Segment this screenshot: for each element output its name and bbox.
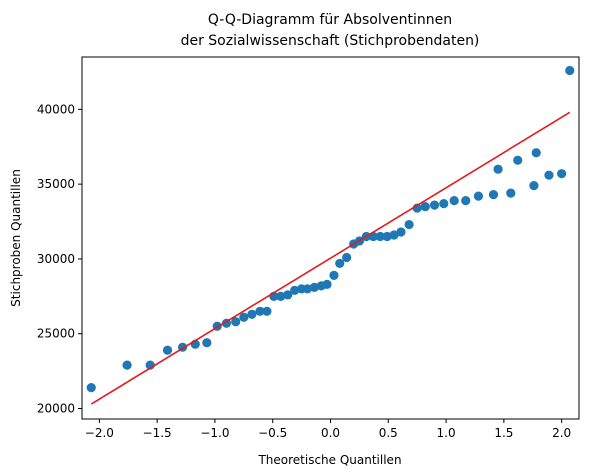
data-point-31 [375, 231, 385, 242]
data-point-13 [255, 306, 265, 316]
y-axis-label: Stichproben Quantillen [9, 169, 23, 307]
x-axis-label: Theoretische Quantillen [257, 453, 401, 467]
x-tick-label-7: 1.0 [437, 426, 456, 440]
data-point-45 [529, 181, 539, 191]
data-point-47 [557, 169, 567, 179]
chart-title-line2: der Sozialwissenschaft (Stichprobendaten… [181, 33, 480, 49]
data-point-4 [162, 345, 173, 355]
data-point-1 [86, 382, 96, 393]
data-point-37 [420, 201, 430, 212]
data-point-10 [231, 317, 241, 327]
data-point-40 [449, 196, 459, 206]
chart-title-line1: Q-Q-Diagramm für Absolventinnen [208, 12, 452, 28]
y-tick-label-3: 30000 [37, 252, 75, 266]
x-axis: −2.0 −1.5 −1.0 −0.5 0.0 0.5 1.0 1.5 2.0 [85, 419, 571, 440]
y-tick-label-5: 40000 [37, 102, 75, 116]
x-tick-label-2: −1.5 [143, 426, 172, 440]
x-tick-label-6: 0.5 [379, 426, 398, 440]
data-point-50 [531, 148, 541, 158]
data-point-23 [322, 279, 332, 289]
data-point-16 [276, 291, 286, 301]
data-point-21 [309, 282, 319, 292]
data-point-11 [239, 312, 249, 322]
data-point-36 [412, 203, 422, 213]
data-point-49 [513, 155, 523, 165]
reference-line [90, 111, 571, 405]
data-point-20 [302, 284, 312, 294]
y-tick-label-1: 20000 [37, 402, 75, 416]
data-point-51 [565, 65, 575, 76]
data-point-26 [342, 252, 352, 263]
x-tick-label-9: 2.0 [552, 426, 571, 440]
y-tick-label-2: 25000 [37, 327, 75, 341]
data-point-12 [247, 309, 257, 319]
x-tick-label-1: −2.0 [85, 426, 114, 440]
x-tick-label-8: 1.5 [494, 426, 513, 440]
data-point-46 [544, 170, 554, 180]
x-tick-label-5: 0.0 [321, 426, 340, 440]
data-point-43 [488, 190, 499, 200]
data-point-41 [461, 196, 471, 206]
data-point-17 [283, 290, 293, 300]
data-point-32 [382, 231, 392, 242]
data-point-18 [290, 285, 300, 295]
data-point-39 [439, 199, 449, 209]
data-point-44 [506, 188, 516, 198]
data-point-33 [389, 230, 399, 240]
x-tick-label-3: −1.0 [200, 426, 229, 440]
y-tick-label-4: 35000 [37, 177, 75, 191]
plot-area [86, 65, 575, 405]
data-point-35 [404, 219, 414, 230]
x-tick-label-4: −0.5 [258, 426, 287, 440]
data-point-48 [493, 164, 503, 174]
data-point-2 [122, 360, 132, 370]
data-point-38 [429, 200, 440, 210]
y-axis: 20000 25000 30000 35000 40000 [37, 102, 82, 416]
data-point-34 [396, 227, 406, 237]
data-point-25 [335, 258, 345, 269]
data-point-14 [262, 306, 272, 316]
data-point-7 [202, 338, 212, 348]
data-point-42 [473, 191, 484, 201]
data-point-24 [329, 270, 339, 280]
